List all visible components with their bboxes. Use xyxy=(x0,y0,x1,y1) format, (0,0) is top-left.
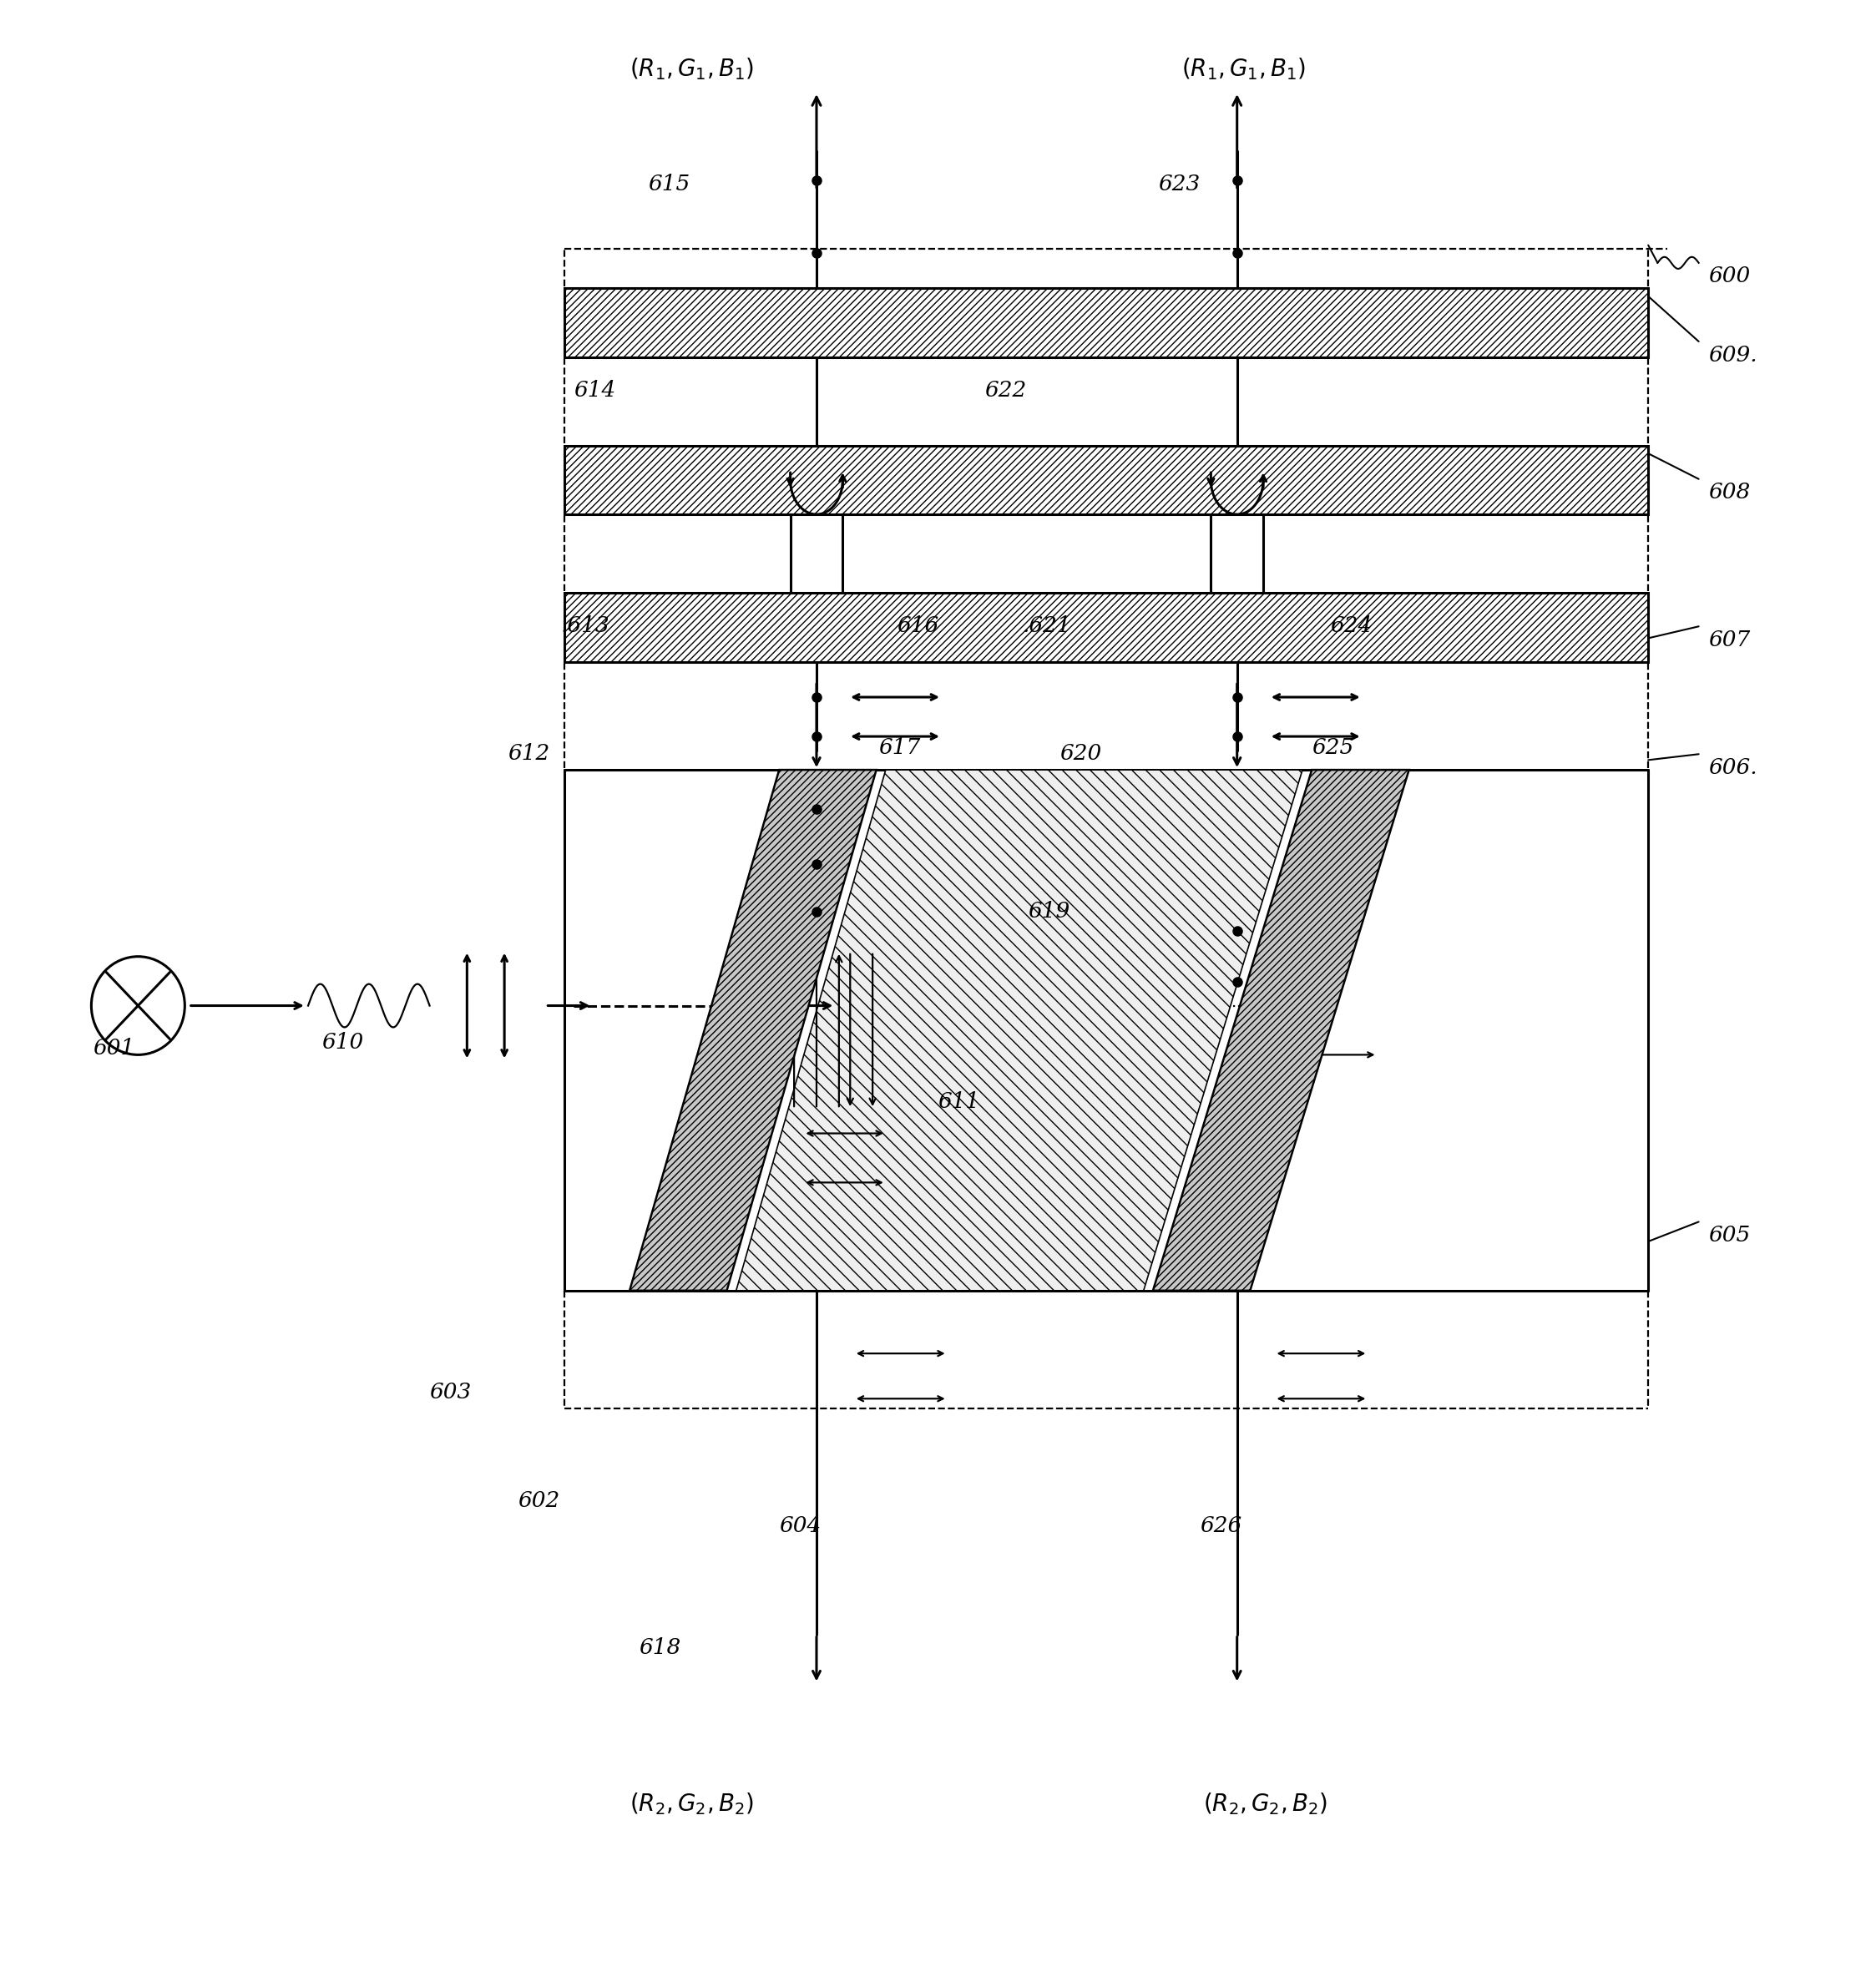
Text: 608: 608 xyxy=(1707,481,1750,503)
Bar xyxy=(565,446,1649,515)
Text: $(R_1, G_1, B_1)$: $(R_1, G_1, B_1)$ xyxy=(630,55,754,83)
Bar xyxy=(565,288,1649,357)
Text: 601: 601 xyxy=(94,1037,135,1059)
Text: 606.: 606. xyxy=(1707,757,1758,777)
Text: 602: 602 xyxy=(518,1491,559,1511)
Text: 626: 626 xyxy=(1199,1516,1242,1536)
Text: 620: 620 xyxy=(1060,743,1101,765)
Text: 600: 600 xyxy=(1707,266,1750,286)
Text: 623: 623 xyxy=(1159,174,1201,195)
Text: 624: 624 xyxy=(1330,615,1373,637)
Text: 604: 604 xyxy=(779,1516,822,1536)
Text: $(R_2, G_2, B_2)$: $(R_2, G_2, B_2)$ xyxy=(1203,1791,1328,1816)
Text: 618: 618 xyxy=(640,1637,681,1658)
Text: 616: 616 xyxy=(897,615,938,637)
Text: 625: 625 xyxy=(1311,738,1354,759)
Text: 612: 612 xyxy=(508,743,550,765)
Polygon shape xyxy=(735,769,1302,1290)
Text: 610: 610 xyxy=(321,1031,364,1053)
Text: 609.: 609. xyxy=(1707,345,1758,365)
Text: 619: 619 xyxy=(1028,901,1069,921)
Bar xyxy=(565,594,1649,663)
Text: 611: 611 xyxy=(938,1091,979,1112)
Text: 605: 605 xyxy=(1707,1225,1750,1246)
Polygon shape xyxy=(630,769,876,1290)
Text: .613: .613 xyxy=(561,615,610,637)
Text: 615: 615 xyxy=(649,174,690,195)
Text: 622: 622 xyxy=(985,381,1026,400)
Text: $(R_2, G_2, B_2)$: $(R_2, G_2, B_2)$ xyxy=(630,1791,754,1816)
Polygon shape xyxy=(1154,769,1409,1290)
Text: 614: 614 xyxy=(574,381,615,400)
Text: 617: 617 xyxy=(878,738,919,759)
Text: $(R_1, G_1, B_1)$: $(R_1, G_1, B_1)$ xyxy=(1182,55,1306,83)
Text: 603: 603 xyxy=(430,1382,471,1402)
Text: 607: 607 xyxy=(1707,629,1750,651)
Text: .621: .621 xyxy=(1022,615,1071,637)
